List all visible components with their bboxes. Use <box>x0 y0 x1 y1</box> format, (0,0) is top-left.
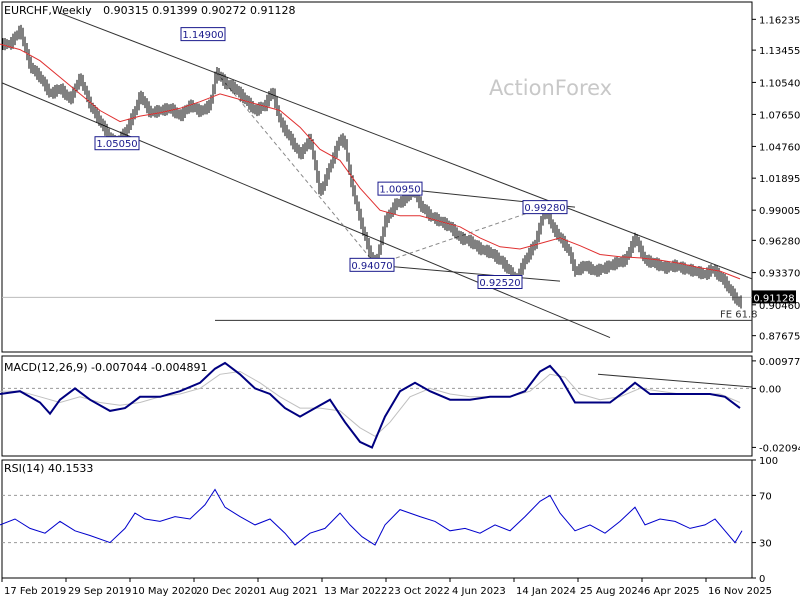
rsi-title: RSI(14) 40.1533 <box>4 462 94 475</box>
x-tick-label: 13 Mar 2022 <box>324 586 387 597</box>
x-tick-label: 29 Sep 2019 <box>68 586 131 597</box>
lower-channel-line <box>1 82 611 339</box>
price-y-tick-label: 1.04760 <box>759 142 800 153</box>
annotation-box <box>477 275 523 289</box>
rsi-y-tick-label: 0 <box>759 574 765 585</box>
pane-frame-macd <box>1 355 753 457</box>
upper-channel-line <box>59 12 753 280</box>
price-chart-title: EURCHF,Weekly 0.90315 0.91399 0.90272 0.… <box>4 4 296 17</box>
x-tick-label: 1 Aug 2021 <box>260 586 318 597</box>
last-price-tag <box>752 290 796 304</box>
x-tick-label: 20 Dec 2020 <box>196 586 260 597</box>
annotation-box <box>377 181 423 196</box>
watermark: ActionForex <box>489 76 613 100</box>
macd-y-tick-label: -0.020949 <box>759 443 800 454</box>
dashed-projection-1 <box>215 71 377 266</box>
dashed-projection-2 <box>375 206 546 266</box>
macd-y-tick-label: 0.00 <box>759 384 781 395</box>
pane-frame-price <box>1 1 753 353</box>
annotation-label: 0.94070 <box>351 261 392 272</box>
symbol-label: EURCHF,Weekly <box>4 4 92 17</box>
macd-y-tick-label: 0.00977 <box>759 357 800 368</box>
price-y-tick-label: 1.13455 <box>759 46 800 57</box>
price-y-tick-label: 0.87675 <box>759 332 800 343</box>
fe-label: FE 61.8 <box>720 309 758 320</box>
annotation-label: 0.99280 <box>524 203 565 214</box>
price-y-tick-label: 0.93370 <box>759 269 800 280</box>
last-price-label: 0.91128 <box>753 293 794 304</box>
x-tick-label: 14 Jan 2024 <box>516 586 576 597</box>
price-y-tick-label: 0.99005 <box>759 206 800 217</box>
ohlc-label: 0.90315 0.91399 0.90272 0.91128 <box>103 4 296 17</box>
annotation-box <box>349 257 395 272</box>
price-y-tick-label: 1.07650 <box>759 110 800 121</box>
price-y-tick-label: 0.96280 <box>759 236 800 247</box>
annotation-label: 1.14900 <box>182 30 223 41</box>
rsi-line <box>0 488 743 546</box>
rsi-y-tick-label: 100 <box>759 456 778 467</box>
annotation-box <box>522 200 568 215</box>
x-tick-label: 23 Oct 2022 <box>388 586 450 597</box>
x-tick-label: 16 Nov 2025 <box>708 586 772 597</box>
x-tick-label: 10 May 2020 <box>132 586 197 597</box>
x-tick-label: 25 Aug 2024 <box>580 586 644 597</box>
macd-line <box>0 361 741 449</box>
x-tick-label: 4 Jun 2023 <box>452 586 506 597</box>
moving-average-line <box>0 43 741 280</box>
price-y-tick-label: 0.90460 <box>759 301 800 312</box>
annotation-label: 1.00950 <box>379 185 420 196</box>
macd-title: MACD(12,26,9) -0.007044 -0.004891 <box>4 361 208 374</box>
price-y-tick-label: 1.10540 <box>759 78 800 89</box>
annotation-label: 1.05050 <box>96 139 137 150</box>
annotation-label: 0.92520 <box>479 278 520 289</box>
rsi-y-tick-label: 70 <box>759 491 772 502</box>
x-tick-label: 6 Apr 2025 <box>644 586 699 597</box>
macd-trend-line <box>597 373 753 388</box>
rsi-y-tick-label: 30 <box>759 539 772 550</box>
pane-frame-rsi <box>1 459 753 579</box>
price-y-tick-label: 1.01895 <box>759 174 800 185</box>
annotation-box <box>180 27 226 42</box>
annotation-box <box>94 136 140 151</box>
price-y-tick-label: 1.16235 <box>759 15 800 26</box>
x-tick-label: 17 Feb 2019 <box>4 586 66 597</box>
macd-signal-line <box>0 370 741 437</box>
lower-triangle-line <box>371 264 561 282</box>
